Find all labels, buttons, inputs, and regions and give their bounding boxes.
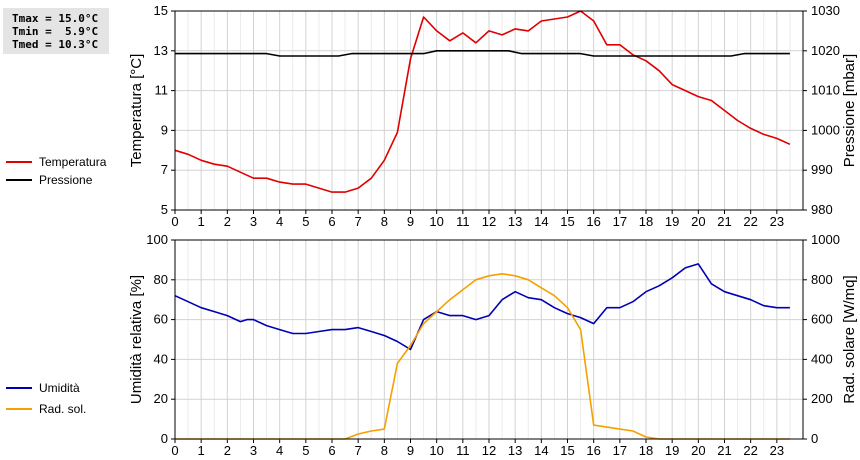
legend-swatch-pressione bbox=[6, 179, 32, 181]
x-tick-label: 6 bbox=[328, 443, 335, 458]
x-tick-label: 3 bbox=[250, 443, 257, 458]
y-tick-label: 11 bbox=[155, 83, 169, 98]
x-tick-label: 4 bbox=[276, 214, 283, 229]
y2-tick-label: 990 bbox=[811, 162, 833, 177]
y-axis-label: Umidità relativa [%] bbox=[128, 275, 145, 404]
y-tick-label: 60 bbox=[154, 312, 168, 327]
legend-label-pressione: Pressione bbox=[39, 173, 93, 187]
x-tick-label: 1 bbox=[198, 214, 205, 229]
y2-tick-label: 1000 bbox=[811, 232, 840, 247]
y-tick-label: 5 bbox=[161, 202, 168, 217]
x-tick-label: 13 bbox=[508, 443, 522, 458]
x-tick-label: 14 bbox=[534, 214, 548, 229]
y2-tick-label: 1000 bbox=[811, 122, 840, 137]
x-tick-label: 5 bbox=[302, 443, 309, 458]
x-tick-label: 7 bbox=[355, 214, 362, 229]
y2-axis-label: Pressione [mbar] bbox=[841, 54, 858, 167]
x-tick-label: 6 bbox=[328, 214, 335, 229]
series-line-rad-sol bbox=[175, 272, 790, 440]
x-tick-label: 23 bbox=[770, 214, 784, 229]
y2-tick-label: 980 bbox=[811, 202, 833, 217]
plot-frame bbox=[174, 10, 804, 211]
y-tick-label: 40 bbox=[154, 351, 168, 366]
y2-axis-label: Rad. solare [W/mq] bbox=[841, 275, 858, 403]
x-tick-label: 15 bbox=[560, 214, 574, 229]
legend-swatch-temperatura bbox=[6, 161, 32, 163]
x-tick-label: 19 bbox=[665, 443, 679, 458]
x-tick-label: 15 bbox=[560, 443, 574, 458]
y2-tick-label: 1020 bbox=[811, 43, 840, 58]
x-tick-label: 9 bbox=[407, 443, 414, 458]
x-tick-label: 11 bbox=[456, 214, 470, 229]
x-tick-label: 17 bbox=[613, 214, 627, 229]
stat-tmin: Tmin = 5.9°C bbox=[12, 25, 99, 38]
x-tick-label: 0 bbox=[171, 443, 178, 458]
series-line-umidita bbox=[174, 263, 790, 351]
y-tick-label: 100 bbox=[146, 232, 168, 247]
x-tick-label: 10 bbox=[429, 214, 443, 229]
y2-tick-label: 800 bbox=[811, 272, 833, 287]
x-tick-label: 12 bbox=[482, 443, 496, 458]
legend-label-rad-sol: Rad. sol. bbox=[39, 402, 87, 416]
y-tick-label: 15 bbox=[154, 3, 168, 18]
x-tick-label: 13 bbox=[508, 214, 522, 229]
x-tick-label: 4 bbox=[276, 443, 283, 458]
x-tick-label: 14 bbox=[534, 443, 548, 458]
x-tick-label: 11 bbox=[456, 443, 470, 458]
x-tick-label: 10 bbox=[429, 443, 443, 458]
stat-tmed: Tmed = 10.3°C bbox=[12, 38, 99, 51]
legend-label-umidita: Umidità bbox=[39, 381, 80, 395]
y-tick-label: 7 bbox=[161, 162, 168, 177]
x-tick-label: 23 bbox=[770, 443, 784, 458]
x-tick-label: 1 bbox=[198, 443, 205, 458]
y2-tick-label: 200 bbox=[811, 391, 833, 406]
legend-swatch-rad-sol bbox=[6, 408, 32, 410]
x-tick-label: 16 bbox=[586, 214, 600, 229]
y-axis-label: Temperatura [°C] bbox=[128, 54, 145, 168]
y-tick-label: 20 bbox=[154, 391, 168, 406]
y-tick-label: 80 bbox=[154, 272, 168, 287]
x-tick-label: 17 bbox=[613, 443, 627, 458]
series-line-temperatura bbox=[174, 10, 791, 193]
y2-tick-label: 600 bbox=[811, 312, 833, 327]
legend-swatch-umidita bbox=[6, 387, 32, 389]
plot-frame bbox=[174, 239, 804, 440]
x-tick-label: 0 bbox=[171, 214, 178, 229]
stats-panel: Tmax = 15.0°C Tmin = 5.9°C Tmed = 10.3°C bbox=[3, 8, 109, 54]
x-tick-label: 21 bbox=[717, 443, 731, 458]
y2-tick-label: 400 bbox=[811, 351, 833, 366]
x-tick-label: 12 bbox=[482, 214, 496, 229]
x-tick-label: 16 bbox=[586, 443, 600, 458]
y2-tick-label: 1030 bbox=[811, 3, 840, 18]
y-tick-label: 9 bbox=[161, 122, 168, 137]
x-tick-label: 9 bbox=[407, 214, 414, 229]
x-tick-label: 8 bbox=[381, 214, 388, 229]
x-tick-label: 2 bbox=[224, 443, 231, 458]
y-tick-label: 13 bbox=[154, 43, 168, 58]
y-tick-label: 0 bbox=[161, 431, 168, 446]
stat-tmax: Tmax = 15.0°C bbox=[12, 12, 99, 25]
x-tick-label: 3 bbox=[250, 214, 257, 229]
x-tick-label: 21 bbox=[717, 214, 731, 229]
x-tick-label: 22 bbox=[743, 214, 757, 229]
x-tick-label: 20 bbox=[691, 214, 705, 229]
x-tick-label: 2 bbox=[224, 214, 231, 229]
x-tick-label: 7 bbox=[355, 443, 362, 458]
y2-tick-label: 1010 bbox=[811, 83, 840, 98]
x-tick-label: 19 bbox=[665, 214, 679, 229]
x-tick-label: 18 bbox=[639, 214, 653, 229]
x-tick-label: 20 bbox=[691, 443, 705, 458]
x-tick-label: 8 bbox=[381, 443, 388, 458]
x-tick-label: 18 bbox=[639, 443, 653, 458]
x-tick-label: 5 bbox=[302, 214, 309, 229]
series-line-pressione bbox=[175, 49, 790, 57]
legend-label-temperatura: Temperatura bbox=[39, 155, 107, 169]
y2-tick-label: 0 bbox=[811, 431, 818, 446]
x-tick-label: 22 bbox=[743, 443, 757, 458]
